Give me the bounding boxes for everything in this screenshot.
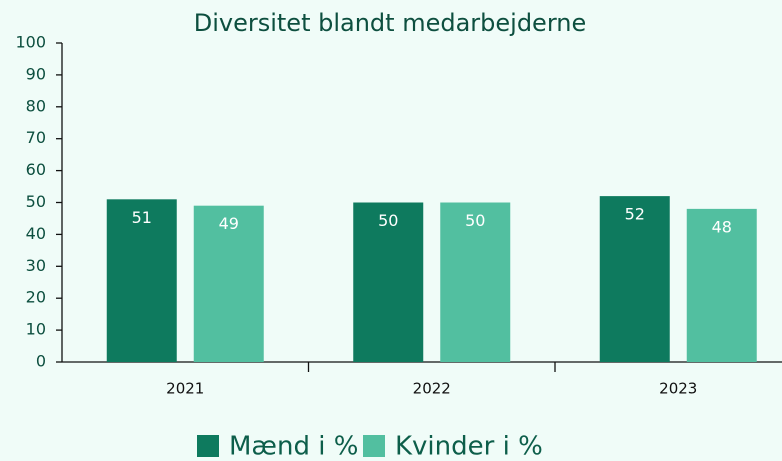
data-label: 51	[132, 208, 152, 227]
bar	[440, 202, 511, 362]
y-tick-label: 30	[26, 256, 46, 275]
y-tick-label: 80	[26, 96, 46, 115]
y-tick-label: 50	[26, 192, 46, 211]
y-tick-label: 70	[26, 128, 46, 147]
chart-title: Diversitet blandt medarbejderne	[194, 9, 587, 37]
legend-label: Mænd i %	[229, 432, 358, 461]
legend-label: Kvinder i %	[395, 432, 543, 461]
x-tick-label: 2022	[413, 380, 451, 398]
y-tick-label: 0	[36, 352, 46, 371]
legend-swatch	[197, 435, 219, 457]
legend-swatch	[363, 435, 385, 457]
y-tick-label: 90	[26, 64, 46, 83]
bar	[599, 196, 670, 362]
bar	[106, 199, 177, 362]
y-tick-label: 100	[15, 33, 46, 52]
data-label: 48	[712, 217, 732, 236]
x-tick-label: 2023	[659, 380, 697, 398]
bar	[353, 202, 424, 362]
bar	[193, 205, 264, 362]
data-label: 52	[625, 205, 645, 224]
y-tick-label: 10	[26, 320, 46, 339]
data-label: 50	[465, 211, 485, 230]
y-tick-label: 40	[26, 224, 46, 243]
y-tick-label: 60	[26, 160, 46, 179]
data-label: 49	[219, 214, 239, 233]
bar	[686, 208, 757, 362]
x-tick-label: 2021	[166, 380, 204, 398]
y-tick-label: 20	[26, 288, 46, 307]
data-label: 50	[378, 211, 398, 230]
